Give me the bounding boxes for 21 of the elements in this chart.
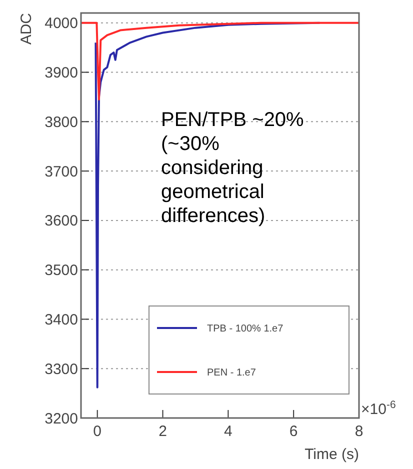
- annotation: PEN/TPB ~20% (~30% considering geometrical differences): [161, 109, 304, 227]
- y-tick-label: 3900: [44, 64, 78, 82]
- y-tick-label: 3200: [44, 410, 78, 428]
- legend-label: PEN - 1.e7: [207, 368, 256, 378]
- x-tick-label: 0: [93, 423, 102, 440]
- x-tick-label: 8: [354, 423, 364, 440]
- line-series: [81, 22, 359, 100]
- y-tick-label: 3600: [44, 212, 78, 230]
- y-tick-label: 3800: [44, 114, 78, 131]
- x-tick-label: 4: [224, 423, 232, 440]
- x-tick-label: 6: [289, 423, 298, 440]
- legend-label: TPB - 100% 1.e7: [207, 324, 284, 334]
- y-tick-label: 3500: [44, 262, 78, 280]
- y-tick-label: 3400: [44, 311, 78, 328]
- x-axis-title: Time (s): [304, 446, 359, 463]
- y-tick-label: 3700: [44, 163, 78, 180]
- y-axis-title: ADC: [18, 12, 35, 45]
- y-tick-label: 3300: [44, 360, 78, 378]
- x-tick-label: 2: [158, 423, 167, 440]
- y-tick-label: 4000: [44, 15, 78, 32]
- text: ×10$^{-6}$: [361, 399, 396, 418]
